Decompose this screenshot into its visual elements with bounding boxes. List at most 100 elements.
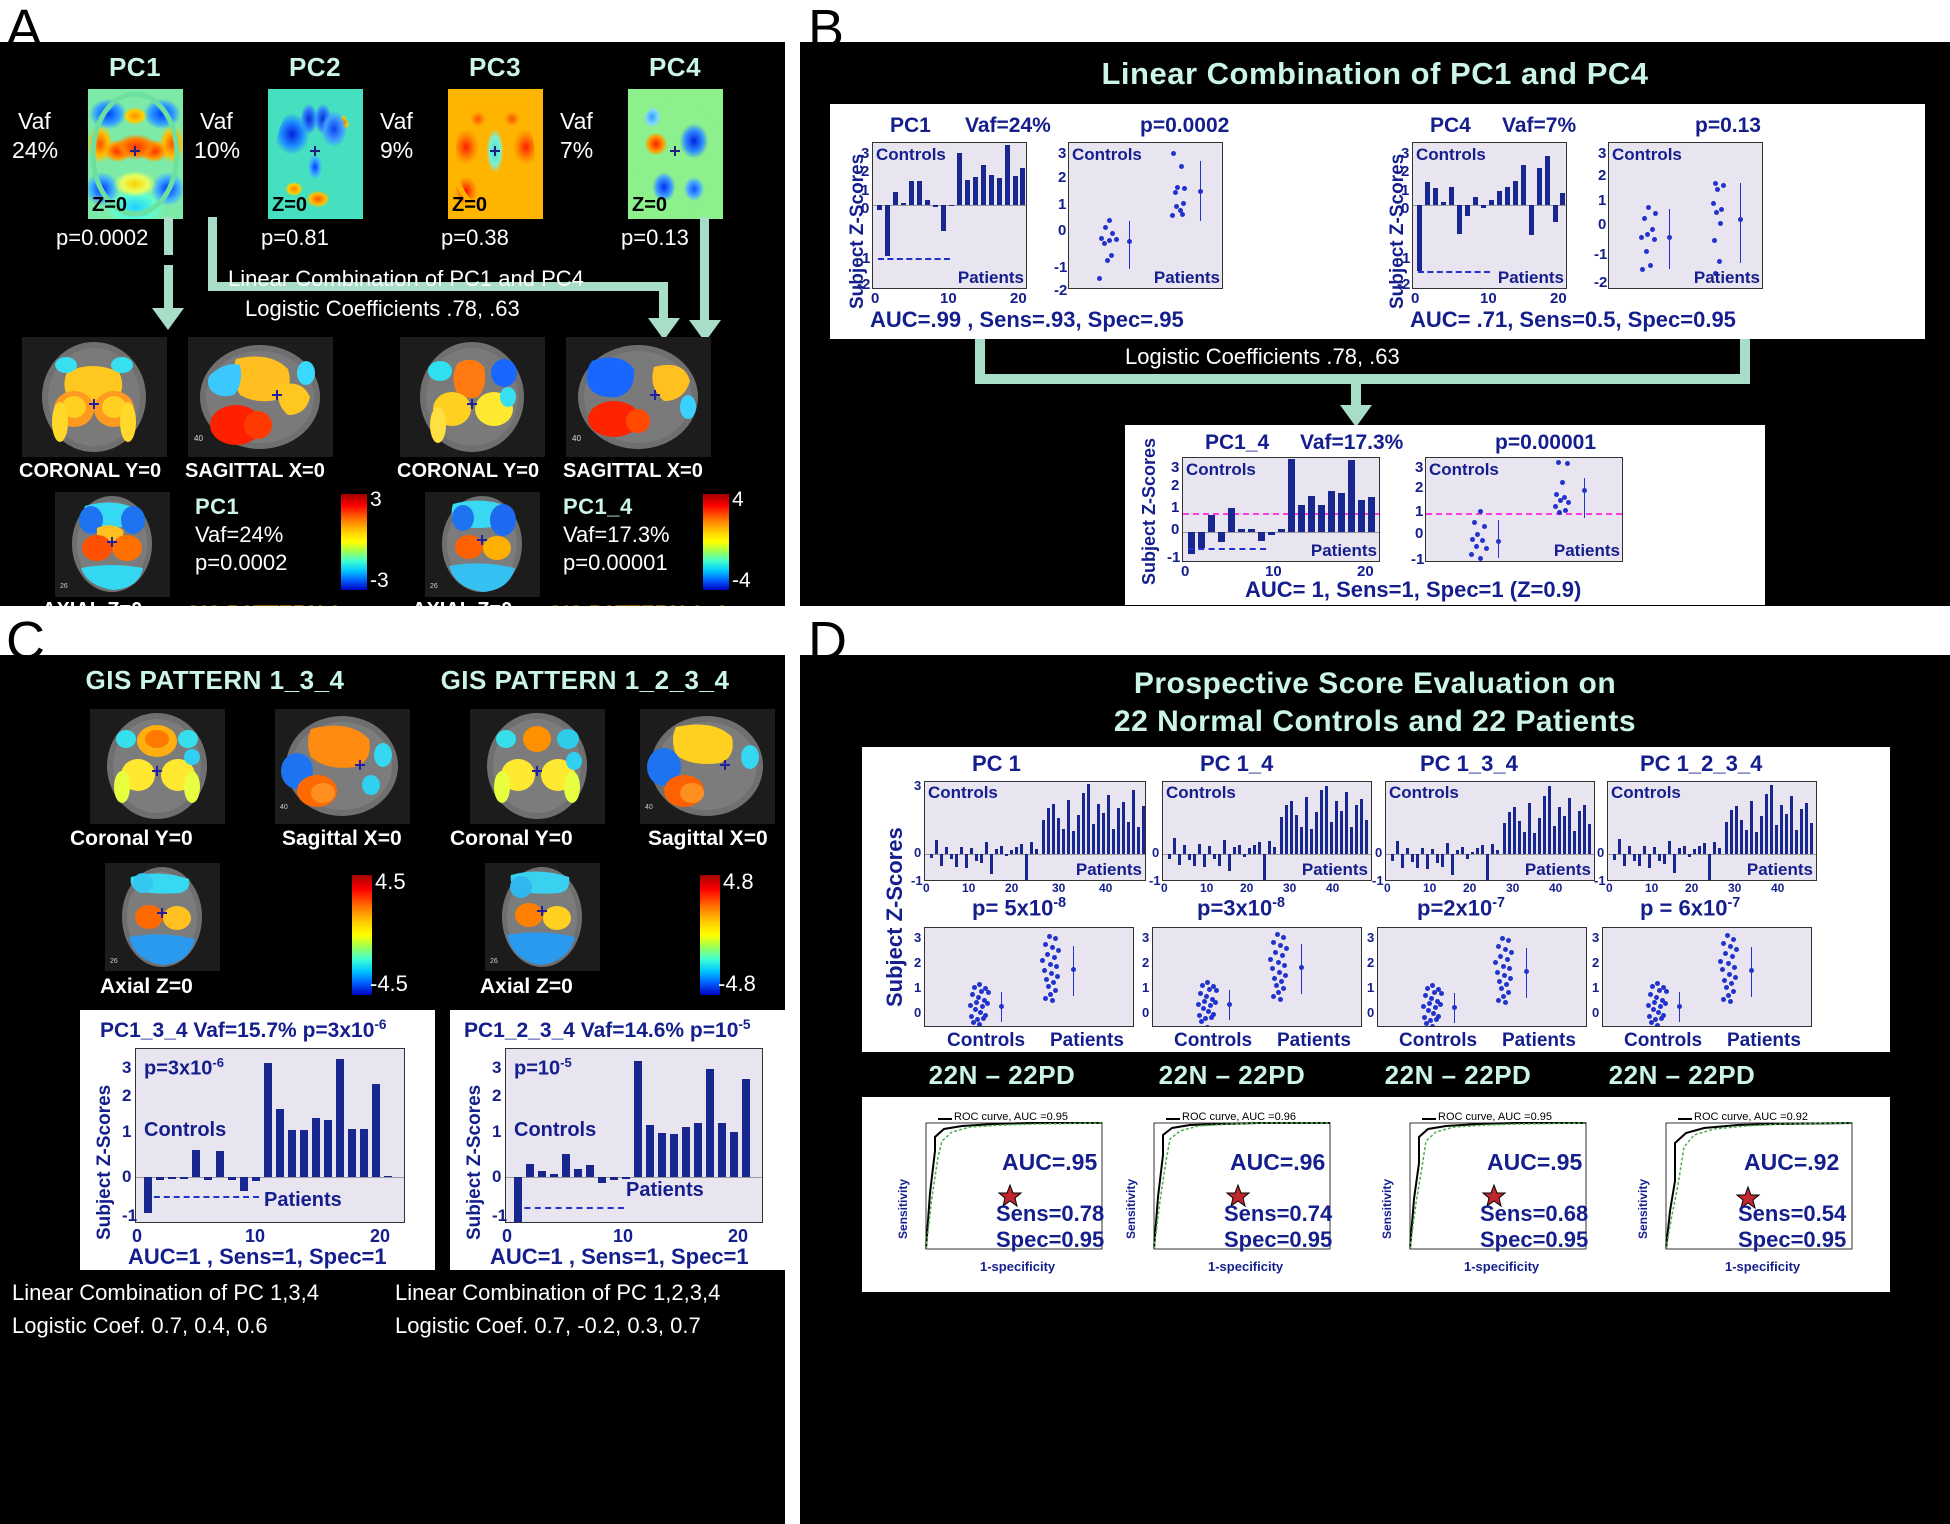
c-right-caption-2: Logistic Coef. 0.7, -0.2, 0.3, 0.7: [395, 1313, 701, 1338]
b-pc4-controls-label: Controls: [1416, 145, 1486, 164]
d-col1-xtick-20: 20: [1005, 881, 1019, 895]
axial-label-left: AXIAL Z=0: [42, 599, 142, 606]
c-left-plot-header-text: PC1_3_4 Vaf=15.7% p=3x10: [100, 1019, 375, 1042]
d-col1-spec: Spec=0.95: [996, 1227, 1105, 1252]
b-pc4-scatter-patients: Patients: [1693, 268, 1760, 287]
d-col1-sens: Sens=0.78: [996, 1201, 1105, 1226]
b-pc1-ytick-1: 1: [861, 182, 870, 199]
d-col3-controls: Controls: [1389, 783, 1459, 802]
b-pc1s-ytick-2: 2: [1058, 169, 1067, 186]
c-left-ytick-3: 3: [122, 1058, 132, 1077]
b-pc14-controls-label: Controls: [1186, 460, 1256, 479]
c-left-ytick-1: 1: [122, 1122, 132, 1141]
b-pc1-ytick-m1: -1: [857, 250, 871, 267]
c-right-colorbar-min: -4.8: [718, 971, 756, 996]
pc1-vaf-value: 24%: [12, 137, 59, 163]
d-col4-scatter-controls: Controls: [1624, 1030, 1703, 1051]
pc3-vaf-value: 9%: [380, 137, 414, 163]
d-col2-sens: Sens=0.74: [1224, 1201, 1333, 1226]
colorbar-left: [341, 494, 367, 590]
b-pc1-pvalue: p=0.0002: [1140, 114, 1230, 137]
b-pc4-header: PC4: [1430, 114, 1471, 137]
d-col3-pvalue: p=2x10-7: [1417, 895, 1505, 921]
d-col3-scatter-controls: Controls: [1399, 1030, 1478, 1051]
pattern1-p: p=0.0002: [195, 550, 288, 575]
sagittal-label-left: SAGITTAL X=0: [185, 460, 325, 482]
pc4-z-label: Z=0: [632, 194, 668, 216]
d-title-line-1: Prospective Score Evaluation on: [1133, 667, 1617, 700]
d-col3-xtick-0: 0: [1384, 881, 1391, 895]
pattern14-p: p=0.00001: [563, 550, 668, 575]
d-col3-header: PC 1_3_4: [1420, 751, 1518, 776]
pc3-vaf-word: Vaf: [380, 108, 413, 134]
d-col2-patients: Patients: [1301, 860, 1368, 879]
c-right-plot-header-text: PC1_2_3_4 Vaf=14.6% p=10: [464, 1019, 739, 1042]
b-pc4s-ytick-1: 1: [1598, 192, 1607, 209]
pc2-pvalue: p=0.81: [261, 225, 329, 250]
b-pc14-header: PC1_4: [1205, 431, 1270, 454]
b-pc14s-ytick-0: 0: [1415, 525, 1424, 542]
d-col2-ytick-m1: -1: [1149, 873, 1161, 888]
b-pc14-vaf: Vaf=17.3%: [1300, 431, 1404, 454]
b-pc14-patients-label: Patients: [1310, 541, 1377, 560]
b-connector-right-vert: [1740, 339, 1750, 384]
d-col1-controls: Controls: [928, 783, 998, 802]
b-pc4-ytick-0: 0: [1401, 200, 1410, 217]
pc1-vaf-word: Vaf: [18, 108, 51, 134]
b-pc1-scatter-controls: Controls: [1072, 145, 1142, 164]
d-col1-scatter-ytick-2: 2: [914, 955, 922, 970]
c-left-xtick-10: 10: [245, 1226, 266, 1246]
c-right-patients-label: Patients: [626, 1179, 704, 1201]
b-pc1-bar-plot: Controls Patients: [872, 142, 1027, 289]
b-pc4-threshold-arrow: [1418, 271, 1490, 273]
d-col4-roc-ylabel: Sensitivity: [1636, 1178, 1650, 1239]
b-pc4-ytick-m1: -1: [1397, 250, 1411, 267]
c-right-xtick-10: 10: [613, 1226, 634, 1246]
c-right-ytick-0: 0: [492, 1167, 502, 1186]
c-left-caption-2: Logistic Coef. 0.7, 0.4, 0.6: [12, 1313, 268, 1338]
b-pc1-xtick-10: 10: [940, 290, 957, 307]
c-left-inplot-p-sup: -6: [212, 1055, 224, 1070]
d-col2-xtick-40: 40: [1326, 881, 1340, 895]
gis-pattern-1-4-label: GIS PATTERN 1_4: [547, 602, 726, 606]
b-pc14-scatter-patients: Patients: [1553, 541, 1620, 560]
c-left-xtick-0: 0: [132, 1226, 143, 1246]
b-pc1-xtick-20: 20: [1010, 290, 1027, 307]
sagittal-brain-right: 40: [566, 337, 711, 457]
pc1-z-label: Z=0: [92, 194, 128, 216]
d-col4-ytick-m1: -1: [1594, 873, 1606, 888]
b-pc14-ytick-0: 0: [1171, 521, 1180, 538]
svg-text:26: 26: [430, 583, 438, 590]
d-col2-ytick-0: 0: [1152, 845, 1160, 860]
b-pc14-ytick-m1: -1: [1167, 549, 1181, 566]
b-pc4s-ytick-0: 0: [1598, 216, 1607, 233]
d-col4-spec: Spec=0.95: [1738, 1227, 1847, 1252]
d-col2-scatter-ytick-3: 3: [1142, 930, 1150, 945]
d-col4-xtick-0: 0: [1606, 881, 1613, 895]
d-col1-header: PC 1: [972, 751, 1021, 776]
b-pc4s-ytick-m2: -2: [1594, 274, 1608, 291]
b-pc4-ytick-m2: -2: [1397, 276, 1411, 293]
d-col3-bar-plot: Controls Patients: [1385, 781, 1595, 881]
b-pc1s-ytick-1: 1: [1058, 196, 1067, 213]
sagittal-brain-left: 40: [188, 337, 333, 457]
d-main-card: Subject Z-Scores PC 1 PC 1_4 PC 1_3_4 PC…: [862, 747, 1890, 1052]
c-left-coronal-label: Coronal Y=0: [70, 827, 193, 850]
b-pc1s-ytick-m2: -2: [1054, 282, 1068, 299]
connector-combo-arrowhead: [648, 318, 680, 340]
d-col3-roc-plot: ROC curve, AUC =0.95 Sensitivity 1-speci…: [1374, 1107, 1604, 1279]
d-col3-xtick-20: 20: [1463, 881, 1477, 895]
b-pc4-ytick-3: 3: [1401, 145, 1410, 162]
d-col2-xtick-0: 0: [1161, 881, 1168, 895]
c-left-controls-label: Controls: [144, 1119, 227, 1141]
d-col4-pvalue-text: p = 6x10: [1640, 895, 1728, 921]
d-col1-scatter-controls: Controls: [947, 1030, 1026, 1051]
b-pc1-xtick-0: 0: [871, 290, 880, 307]
b-pc1-scatter-patients: Patients: [1153, 268, 1220, 287]
c-right-colorbar-max: 4.8: [723, 869, 754, 894]
d-col1-xtick-40: 40: [1099, 881, 1113, 895]
pattern14-name: PC1_4: [563, 494, 633, 519]
d-col4-scatter-ytick-3: 3: [1592, 930, 1600, 945]
c-left-sagittal-brain: 40: [275, 709, 410, 824]
d-col2-auc: AUC=.96: [1230, 1149, 1326, 1175]
